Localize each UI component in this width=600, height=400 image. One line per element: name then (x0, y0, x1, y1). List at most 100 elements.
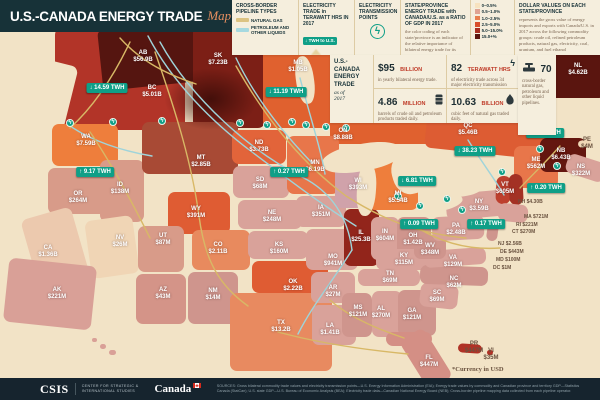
region-abbr: VI (488, 348, 494, 355)
region-label: OK $2.22B (283, 279, 302, 293)
legend-item-natural-gas: NATURAL GAS (236, 18, 294, 23)
legend-color-scale: 0–0.5% 0.5–1.0% 1.0–2.5% 2.5–5.0 (470, 0, 514, 55)
stats-panel: U.S.- CANADA ENERGY TRADE as of 2017 $95… (330, 55, 518, 123)
bolt-glyph: ϟ (160, 118, 164, 124)
state-callout-label: DE $443M (500, 249, 524, 255)
flame-icon (505, 92, 515, 110)
scale-label: 5.0–15.0% (481, 28, 503, 33)
region-value: $348M (420, 250, 440, 256)
region-label: WV $348M (421, 243, 439, 257)
region-abbr: TX (277, 320, 285, 327)
stat-unit: BILLION (481, 101, 504, 107)
region-abbr: AZ (158, 287, 167, 294)
transmission-point-icon: ϟ (66, 119, 74, 127)
region-value: $87M (155, 240, 171, 246)
region-label: CO $2.11B (208, 242, 227, 256)
bolt-glyph: ϟ (238, 120, 242, 126)
region-label: NC $62M (446, 276, 461, 290)
stat-unit: MILLION (402, 101, 426, 107)
region-abbr: OH (408, 233, 418, 240)
stat-unit: BILLION (400, 67, 423, 73)
region-label: WI $393M (349, 178, 367, 192)
legend-heading: ELECTRICITY TRADE in TERAWATT HRS IN 201… (303, 3, 349, 27)
stat-value: 70 (540, 64, 552, 75)
transmission-point-icon: ϟ (342, 124, 350, 132)
region-label: AB $56.9B (133, 50, 152, 64)
region-label: SK $7.23B (208, 53, 227, 67)
region-abbr: LA (325, 323, 334, 330)
region-abbr: MN (310, 160, 320, 167)
region-value: $8.88B (333, 135, 353, 141)
twh-badge: ↑ 9.17 TWH (76, 167, 114, 177)
region-value: $5.54B (388, 198, 408, 204)
region-abbr: NS (576, 164, 586, 171)
transmission-point-icon: ϟ (498, 168, 506, 176)
region-abbr: NY (474, 199, 484, 206)
state-callout-label: DC $1M (493, 265, 512, 271)
stat-desc: barrels of crude oil and petroleum produ… (378, 111, 442, 123)
region-abbr: FL (425, 355, 433, 362)
region-abbr: VA (449, 255, 457, 262)
region-abbr: VT (501, 182, 509, 189)
region-label: IA $351M (312, 205, 330, 219)
transmission-point-icon: ϟ (458, 206, 466, 214)
region-value: $121M (402, 315, 422, 321)
transmission-point-icon: ϟ (553, 162, 561, 170)
region-value: $14M (205, 295, 221, 301)
region-value: $25.3B (351, 237, 371, 243)
region-label: ON $8.88B (333, 128, 352, 142)
stat-barrels-daily: 4.86 MILLION barrels of crude oil and pe… (374, 89, 446, 123)
transmission-point-icon: ϟ (416, 202, 424, 210)
bolt-glyph: ϟ (418, 203, 422, 209)
region-label: KS $160M (270, 242, 288, 256)
region-value: $6.19B (305, 167, 325, 173)
region-value: $351M (311, 212, 331, 218)
legend-body-text: represents the gross value of energy imp… (519, 17, 594, 52)
region-label: IN $604M (376, 229, 394, 243)
region-value: $129M (443, 262, 463, 268)
bolt-glyph: ϟ (500, 169, 504, 175)
swatch-label: NATURAL GAS (251, 17, 283, 23)
canada-text: Canada (154, 383, 192, 395)
region-abbr: IA (317, 205, 324, 212)
region-value: $115M (394, 260, 414, 266)
region-value: $6.43B (551, 155, 571, 161)
scale-swatch (475, 28, 480, 33)
region-value: $1.42B (403, 240, 423, 246)
region-label: TN $69M (382, 271, 397, 285)
region-abbr: AL (376, 306, 385, 313)
region-value: $1.05B (288, 67, 308, 73)
region-abbr: ME (531, 157, 541, 164)
region-label: MN $6.19B (305, 160, 324, 174)
region-vi (487, 350, 493, 355)
region-abbr: AK (52, 287, 62, 294)
scale-item: 1.0–2.5% (475, 16, 510, 21)
region-abbr: AR (328, 285, 338, 292)
region-value: $393M (348, 185, 368, 191)
region-value: $604M (375, 236, 395, 242)
region-label: LA $1.41B (320, 323, 339, 337)
region-value: $2.48B (446, 230, 466, 236)
transmission-point-icon: ϟ (443, 195, 451, 203)
region-value: $941M (323, 261, 343, 267)
region-abbr: NV (115, 235, 125, 242)
legend-body-text: the color coding of each state/province … (405, 29, 463, 55)
canada-wordmark: Canada (155, 383, 201, 395)
region-label: AL $270M (372, 306, 390, 320)
pipeline-valve-icon (522, 59, 540, 76)
twh-to-us-badge: ↓ TWH to U.S. (303, 36, 337, 45)
region-abbr: WI (354, 178, 362, 185)
scale-swatch (475, 34, 480, 40)
region-label: MO $941M (324, 254, 342, 268)
scale-item: 2.5–5.0% (475, 22, 510, 27)
region-abbr: PR (469, 341, 479, 348)
stat-terawatt-hrs: ϟ 82 TERAWATT HRS of electricity trade a… (446, 55, 518, 89)
region-label: AR $27M (325, 285, 340, 299)
transmission-point-icon: ϟ (322, 123, 330, 131)
csis-subtitle: CENTER FOR STRATEGIC & INTERNATIONAL STU… (81, 384, 139, 393)
scale-label: 0.5–1.0% (481, 9, 501, 15)
region-abbr: PA (452, 223, 460, 230)
stats-side-label: U.S.- CANADA ENERGY TRADE as of 2017 (330, 55, 374, 123)
bolt-glyph: ϟ (68, 120, 72, 126)
region-value: $221M (47, 294, 67, 300)
